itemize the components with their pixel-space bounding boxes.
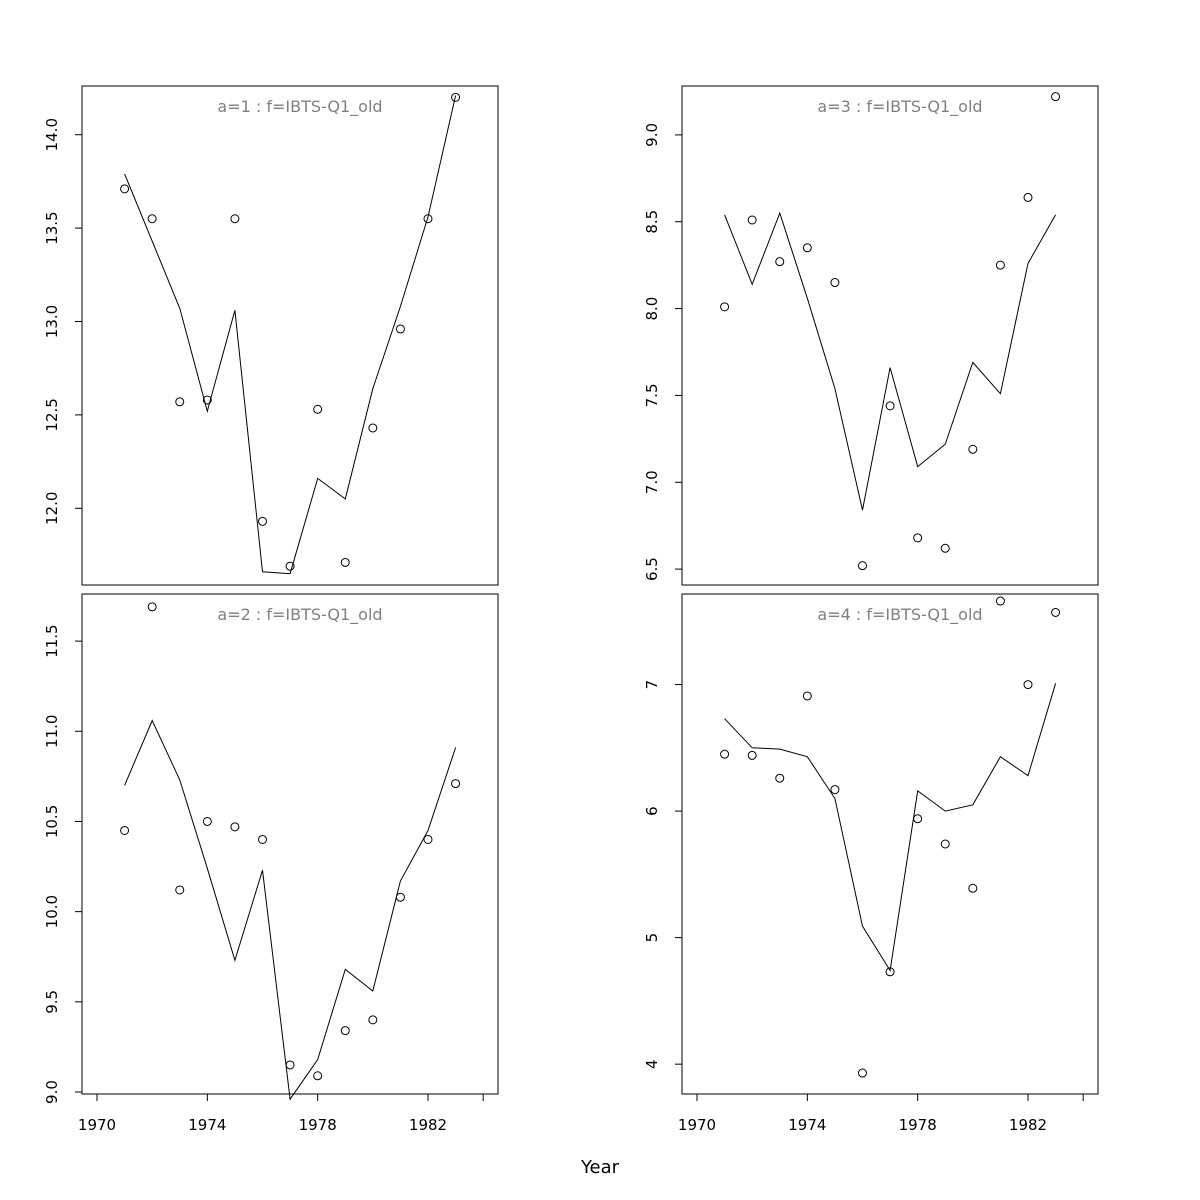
observation-point — [202, 816, 212, 826]
panel-3: a=3 : f=IBTS-Q1_old 6.5 7.0 7.5 8.0 8.5 9.0 — [643, 85, 1099, 586]
observation-point — [451, 92, 461, 102]
panel-frame — [81, 593, 499, 1095]
observation-point — [340, 557, 350, 567]
x-tick-label: 1982 — [409, 1116, 447, 1134]
y-tick-label: 12.0 — [43, 492, 61, 525]
panel-frame — [81, 85, 499, 586]
fitted-line — [724, 683, 1057, 972]
observation-point — [395, 324, 405, 334]
observation-point — [395, 892, 405, 902]
observation-point — [858, 561, 867, 571]
observation-point — [285, 561, 295, 571]
observation-point — [747, 750, 757, 760]
observation-point — [720, 749, 730, 759]
x-tick-label: 1974 — [188, 1116, 226, 1134]
y-tick-label: 4 — [643, 1059, 661, 1069]
observation-point — [913, 814, 923, 824]
panel-title: a=1 : f=IBTS-Q1_old — [217, 97, 382, 117]
observation-point — [830, 278, 840, 288]
observation-point — [1023, 192, 1033, 202]
observation-point — [995, 596, 1005, 606]
observation-point — [230, 214, 240, 224]
observation-point — [940, 543, 950, 553]
y-tick-label: 7 — [643, 680, 661, 690]
x-tick-label: 1970 — [78, 1116, 116, 1134]
observation-point — [285, 1060, 295, 1070]
y-tick-label: 5 — [643, 933, 661, 943]
panel-1: a=1 : f=IBTS-Q1_old 12.0 12.5 13.0 13.5 14.0 — [43, 85, 499, 586]
fitted-line — [124, 719, 457, 1101]
observation-point — [313, 404, 323, 414]
observation-point — [885, 967, 895, 977]
observation-point — [340, 1026, 350, 1036]
y-tick-label: 12.5 — [43, 398, 61, 431]
observation-point — [775, 773, 785, 783]
observation-point — [858, 1068, 867, 1078]
observation-point — [147, 214, 157, 224]
x-tick-label: 1970 — [678, 1116, 716, 1134]
observation-point — [968, 444, 978, 454]
observation-point — [368, 423, 378, 433]
observation-point — [802, 691, 812, 701]
y-tick-label: 9.0 — [43, 1080, 61, 1104]
y-tick-label: 8.0 — [643, 297, 661, 321]
observation-point — [1023, 680, 1033, 690]
fitted-line — [124, 95, 457, 575]
y-tick-label: 6 — [643, 806, 661, 816]
observation-point — [202, 395, 212, 405]
observation-point — [313, 1071, 323, 1081]
observation-point — [175, 397, 185, 407]
y-tick-label: 10.0 — [43, 895, 61, 928]
y-tick-label: 13.0 — [43, 305, 61, 338]
x-tick-label: 1978 — [899, 1116, 937, 1134]
y-tick-label: 11.0 — [43, 715, 61, 748]
y-tick-label: 9.0 — [643, 123, 661, 147]
observation-point — [830, 785, 840, 795]
y-tick-label: 14.0 — [43, 118, 61, 151]
x-axis-label: Year — [580, 1157, 620, 1178]
y-tick-label: 7.5 — [643, 383, 661, 407]
observation-point — [775, 257, 785, 267]
y-tick-label: 11.5 — [43, 624, 61, 657]
observation-point — [451, 779, 461, 789]
x-tick-label: 1978 — [299, 1116, 337, 1134]
y-tick-label: 7.0 — [643, 470, 661, 494]
observation-point — [230, 822, 240, 832]
observation-point — [720, 302, 730, 312]
observation-point — [258, 834, 267, 844]
observation-point — [802, 243, 812, 253]
panel-2: a=2 : f=IBTS-Q1_old 9.0 9.5 10.0 10.5 11.0 11.… — [43, 593, 499, 1134]
observation-point — [423, 834, 433, 844]
observation-point — [120, 184, 130, 194]
y-tick-label: 9.5 — [43, 990, 61, 1014]
observation-point — [968, 883, 978, 893]
observation-point — [885, 401, 895, 411]
panel-frame — [681, 85, 1099, 586]
observation-point — [175, 885, 185, 895]
y-tick-label: 8.5 — [643, 210, 661, 234]
panel-title: a=2 : f=IBTS-Q1_old — [217, 605, 382, 625]
observation-point — [747, 215, 757, 225]
observation-point — [995, 260, 1005, 270]
panel-title: a=4 : f=IBTS-Q1_old — [817, 605, 982, 625]
x-tick-label: 1982 — [1009, 1116, 1047, 1134]
observation-point — [368, 1015, 378, 1025]
observation-point — [423, 214, 433, 224]
panel-4: a=4 : f=IBTS-Q1_old 4 5 6 7 1970 1974 1978 1982 — [643, 593, 1099, 1134]
observation-point — [913, 533, 923, 543]
observation-point — [120, 825, 130, 835]
observation-point — [940, 839, 950, 849]
y-tick-label: 6.5 — [643, 557, 661, 581]
panel-frame — [681, 593, 1099, 1095]
observation-point — [1051, 92, 1061, 102]
observation-point — [1051, 607, 1061, 617]
fitted-line — [724, 211, 1057, 511]
x-tick-label: 1974 — [788, 1116, 826, 1134]
panel-title: a=3 : f=IBTS-Q1_old — [817, 97, 982, 117]
y-tick-label: 13.5 — [43, 211, 61, 244]
observation-point — [258, 516, 267, 526]
observation-point — [147, 602, 157, 612]
y-tick-label: 10.5 — [43, 805, 61, 838]
